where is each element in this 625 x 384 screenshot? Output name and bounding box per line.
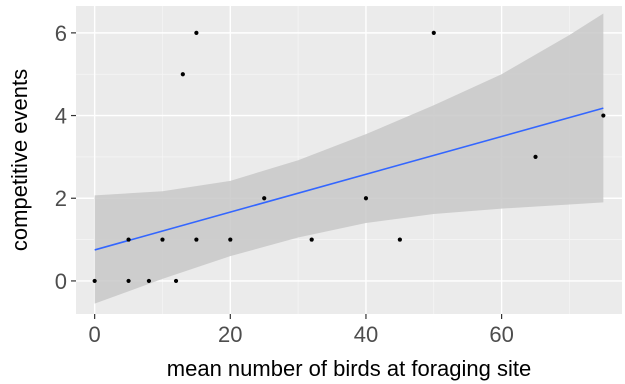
x-tick-label: 0 <box>89 322 101 347</box>
data-point <box>180 72 185 77</box>
data-point <box>363 196 369 201</box>
x-tick-label: 20 <box>218 322 242 347</box>
data-point <box>397 237 402 242</box>
confidence-band <box>94 13 604 304</box>
data-point <box>194 237 199 242</box>
data-point <box>431 30 436 35</box>
data-point <box>601 113 606 118</box>
y-axis-title: competitive events <box>7 69 32 251</box>
y-tick-label: 0 <box>55 269 67 294</box>
y-tick-label: 4 <box>55 104 67 129</box>
data-point <box>173 278 179 284</box>
data-point <box>194 30 199 35</box>
data-point <box>533 154 538 159</box>
data-point <box>126 237 131 242</box>
data-points <box>92 30 606 284</box>
x-axis-title: mean number of birds at foraging site <box>167 356 531 381</box>
y-axis: 0 2 4 6 <box>55 21 76 294</box>
data-point <box>126 278 131 284</box>
x-axis: 0 20 40 60 <box>89 314 514 347</box>
regression-line <box>94 107 604 251</box>
data-point <box>228 237 233 242</box>
x-tick-label: 40 <box>354 322 378 347</box>
x-tick-label: 60 <box>489 322 513 347</box>
data-point <box>309 237 314 242</box>
y-tick-label: 6 <box>55 21 67 46</box>
data-point <box>146 278 152 284</box>
data-point <box>262 196 267 201</box>
y-tick-label: 2 <box>55 186 67 211</box>
data-point <box>160 237 165 242</box>
data-point <box>92 278 97 284</box>
